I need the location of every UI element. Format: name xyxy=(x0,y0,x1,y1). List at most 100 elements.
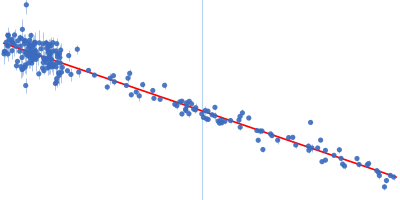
Point xyxy=(182,108,189,111)
Point xyxy=(18,65,24,68)
Point xyxy=(56,52,63,55)
Point xyxy=(57,61,63,64)
Point xyxy=(53,80,60,84)
Point xyxy=(186,112,192,115)
Point xyxy=(6,38,12,41)
Point xyxy=(322,158,329,162)
Point xyxy=(254,129,260,132)
Point xyxy=(176,100,183,104)
Point xyxy=(128,93,134,96)
Point xyxy=(123,84,130,87)
Point xyxy=(91,74,98,77)
Point xyxy=(306,149,312,152)
Point xyxy=(46,62,53,66)
Point xyxy=(383,179,390,182)
Point xyxy=(30,57,36,60)
Point xyxy=(133,90,140,94)
Point xyxy=(54,52,60,56)
Point xyxy=(27,45,34,48)
Point xyxy=(28,53,35,57)
Point xyxy=(200,116,207,119)
Point xyxy=(59,66,66,69)
Point xyxy=(53,49,59,53)
Point xyxy=(259,129,265,133)
Point xyxy=(27,43,33,46)
Point xyxy=(48,51,54,55)
Point xyxy=(237,115,243,118)
Point xyxy=(179,112,185,116)
Point xyxy=(44,57,51,60)
Point xyxy=(19,68,25,71)
Point xyxy=(319,160,325,163)
Point xyxy=(29,45,35,48)
Point xyxy=(58,48,64,52)
Point xyxy=(52,82,59,85)
Point xyxy=(3,41,10,44)
Point xyxy=(30,45,36,48)
Point xyxy=(29,52,36,55)
Point xyxy=(1,50,8,53)
Point xyxy=(151,97,157,100)
Point xyxy=(107,77,113,80)
Point xyxy=(184,104,190,108)
Point xyxy=(53,65,59,68)
Point xyxy=(36,41,42,44)
Point xyxy=(5,44,11,48)
Point xyxy=(110,74,117,77)
Point xyxy=(46,54,53,57)
Point xyxy=(42,58,48,61)
Point xyxy=(246,116,252,120)
Point xyxy=(13,45,19,48)
Point xyxy=(22,39,29,42)
Point xyxy=(31,43,38,46)
Point xyxy=(192,108,199,111)
Point xyxy=(38,47,44,50)
Point xyxy=(186,100,192,103)
Point xyxy=(48,58,54,61)
Point xyxy=(307,121,314,124)
Point xyxy=(25,42,32,45)
Point xyxy=(40,61,46,64)
Point xyxy=(111,80,118,83)
Point xyxy=(292,143,299,147)
Point xyxy=(57,56,63,59)
Point xyxy=(356,163,362,166)
Point xyxy=(318,139,324,142)
Point xyxy=(190,108,197,111)
Point xyxy=(40,42,46,45)
Point xyxy=(236,118,242,122)
Point xyxy=(36,72,42,75)
Point xyxy=(381,185,388,188)
Point xyxy=(218,119,224,122)
Point xyxy=(46,65,52,68)
Point xyxy=(26,39,33,42)
Point xyxy=(22,65,28,69)
Point xyxy=(64,69,71,72)
Point xyxy=(9,41,16,44)
Point xyxy=(212,114,218,117)
Point xyxy=(376,174,382,177)
Point xyxy=(85,69,92,72)
Point xyxy=(48,44,54,47)
Point xyxy=(45,51,51,54)
Point xyxy=(47,54,53,58)
Point xyxy=(43,41,50,44)
Point xyxy=(22,40,28,43)
Point xyxy=(33,50,39,53)
Point xyxy=(58,71,65,74)
Point xyxy=(42,58,49,61)
Point xyxy=(126,72,133,75)
Point xyxy=(203,117,210,120)
Point xyxy=(46,49,52,52)
Point xyxy=(46,43,53,46)
Point xyxy=(41,57,47,60)
Point xyxy=(32,56,39,59)
Point xyxy=(25,47,31,50)
Point xyxy=(39,66,46,70)
Point xyxy=(314,146,321,150)
Point xyxy=(336,148,342,151)
Point xyxy=(28,34,34,37)
Point xyxy=(48,58,55,61)
Point xyxy=(56,71,62,74)
Point xyxy=(23,53,29,56)
